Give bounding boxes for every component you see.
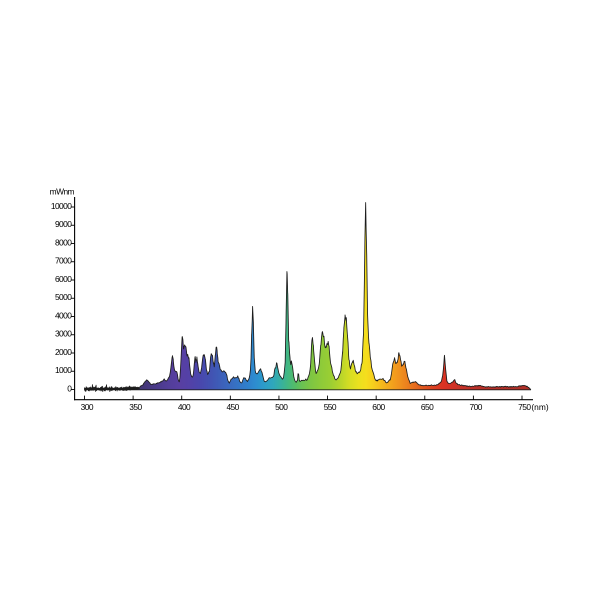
svg-text:7000: 7000 <box>55 256 72 266</box>
svg-text:9000: 9000 <box>55 219 72 229</box>
svg-text:2000: 2000 <box>55 347 72 357</box>
svg-text:6000: 6000 <box>55 274 72 284</box>
svg-text:(nm): (nm) <box>531 402 548 412</box>
svg-text:500: 500 <box>275 402 288 412</box>
svg-text:750: 750 <box>518 402 531 412</box>
svg-text:10000: 10000 <box>51 201 72 211</box>
svg-text:0: 0 <box>67 383 72 393</box>
svg-text:8000: 8000 <box>55 237 72 247</box>
svg-text:600: 600 <box>372 402 385 412</box>
svg-text:300: 300 <box>81 402 94 412</box>
svg-text:4000: 4000 <box>55 310 72 320</box>
svg-text:350: 350 <box>129 402 142 412</box>
svg-text:450: 450 <box>226 402 239 412</box>
svg-text:1000: 1000 <box>55 365 72 375</box>
svg-text:400: 400 <box>178 402 191 412</box>
svg-text:650: 650 <box>421 402 434 412</box>
svg-text:3000: 3000 <box>55 329 72 339</box>
svg-text:550: 550 <box>324 402 337 412</box>
svg-text:700: 700 <box>470 402 483 412</box>
svg-text:5000: 5000 <box>55 292 72 302</box>
svg-text:mWnm: mWnm <box>50 187 75 197</box>
